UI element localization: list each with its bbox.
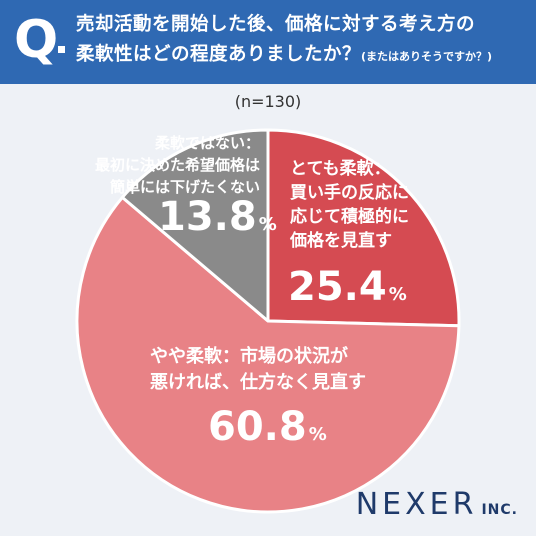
sample-size-label: (n=130) — [234, 92, 302, 111]
brand-logo: NEXER INC. — [355, 487, 518, 522]
slice-not-flexible — [120, 128, 270, 323]
slice-value-somewhat-flexible: 60.8% — [208, 404, 327, 450]
slice-label-not-flexible: 柔軟ではない： 最初に決めた希望価格は 簡単には下げたくない — [94, 134, 260, 196]
q-dot — [58, 46, 65, 53]
slice-very-flexible — [266, 128, 461, 328]
question-line-2-sub: (またはありそうですか？) — [361, 50, 493, 63]
question-header: Q 売却活動を開始した後、価格に対する考え方の 柔軟性はどの程度ありましたか？(… — [0, 0, 536, 84]
slice-label-somewhat-flexible: やや柔軟：市場の状況が 悪ければ、仕方なく見直す — [150, 346, 366, 393]
question-line-2: 柔軟性はどの程度ありましたか？ — [76, 44, 362, 65]
slice-label-very-flexible: とても柔軟： 買い手の反応に 応じて積極的に 価格を見直す — [290, 159, 409, 251]
question-text: 売却活動を開始した後、価格に対する考え方の 柔軟性はどの程度ありましたか？(また… — [76, 10, 526, 72]
question-line-1: 売却活動を開始した後、価格に対する考え方の — [76, 14, 476, 35]
slice-somewhat-flexible — [75, 195, 461, 514]
slice-value-not-flexible: 13.8% — [158, 194, 277, 240]
q-mark: Q — [14, 10, 59, 70]
slice-value-very-flexible: 25.4% — [288, 264, 407, 310]
